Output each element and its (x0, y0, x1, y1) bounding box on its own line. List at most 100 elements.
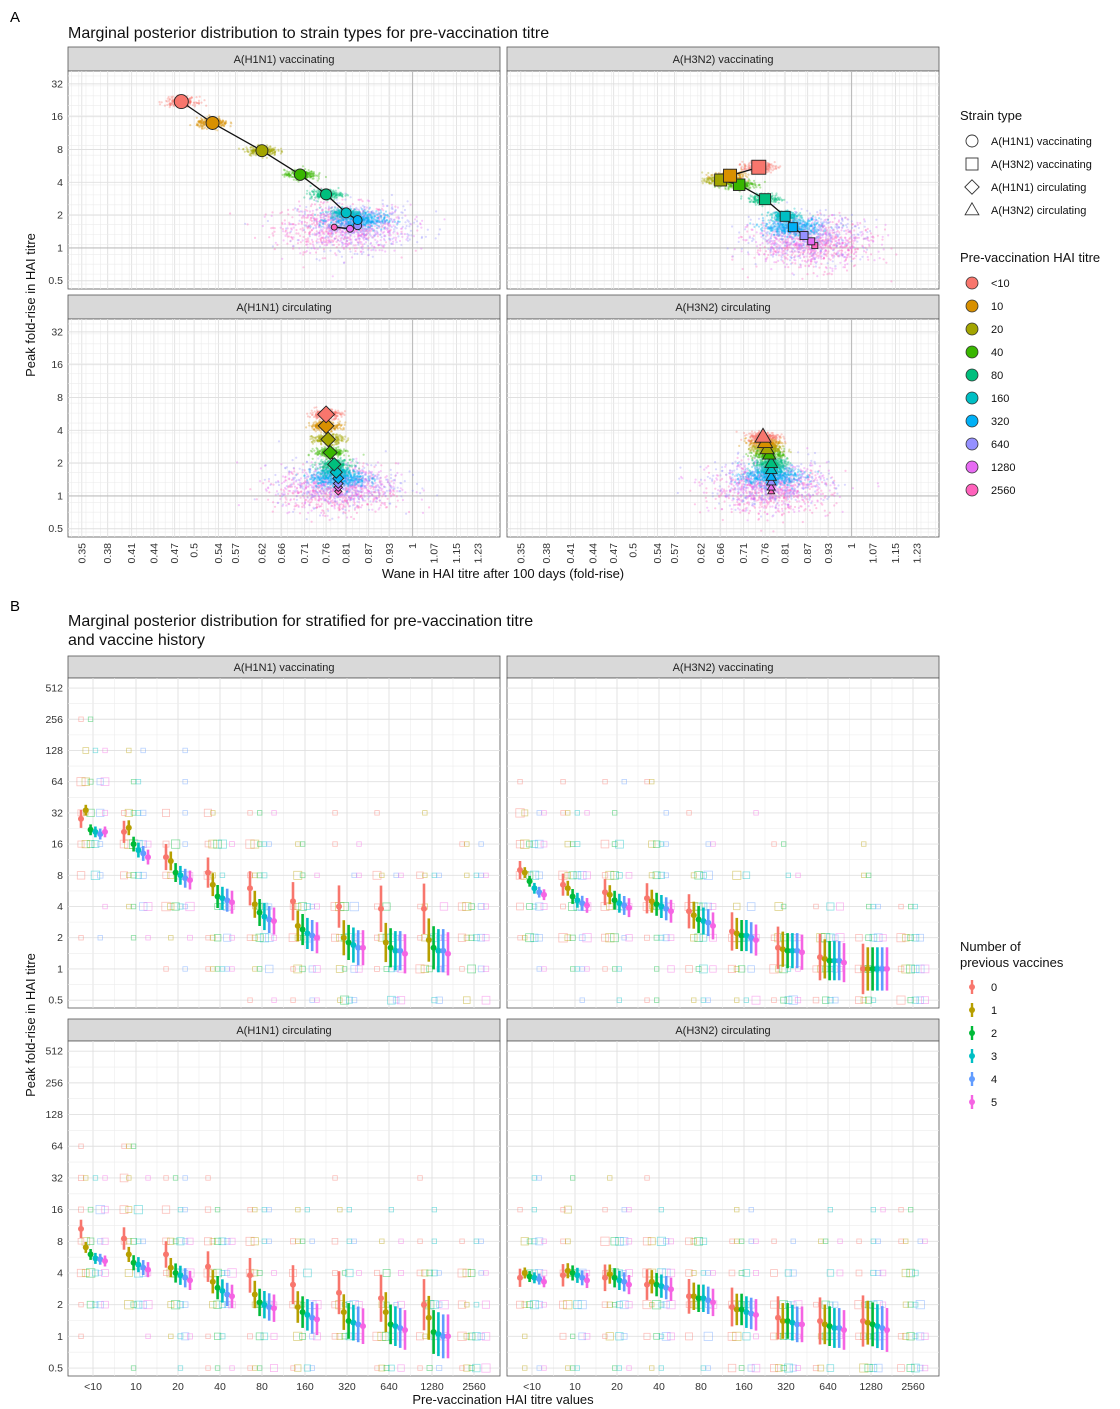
posterior-sample (388, 223, 391, 226)
mean-marker-8 (346, 224, 354, 233)
posterior-sample (790, 253, 794, 257)
posterior-sample (384, 235, 387, 238)
posterior-sample (377, 217, 380, 220)
posterior-sample (779, 240, 782, 244)
facet-a-1: A(H3N2) vaccinating (506, 46, 940, 290)
posterior-sample (388, 212, 392, 215)
posterior-sample (346, 239, 349, 242)
posterior-sample (352, 211, 355, 214)
posterior-sample (370, 235, 373, 238)
posterior-sample (327, 218, 330, 221)
posterior-sample (819, 245, 822, 249)
posterior-sample (337, 213, 340, 216)
posterior-sample (325, 240, 328, 243)
posterior-sample (409, 203, 412, 206)
posterior-sample (400, 243, 403, 247)
posterior-sample (219, 122, 222, 125)
posterior-sample (338, 215, 341, 218)
posterior-sample (365, 222, 368, 225)
posterior-sample (328, 226, 331, 229)
posterior-sample (336, 214, 339, 217)
posterior-sample (344, 192, 347, 195)
posterior-sample (415, 215, 418, 218)
posterior-sample (372, 211, 375, 214)
posterior-sample (335, 212, 338, 215)
posterior-sample (833, 231, 836, 234)
posterior-sample (849, 241, 852, 244)
posterior-sample (300, 216, 304, 219)
posterior-sample (881, 235, 884, 238)
posterior-sample (726, 247, 729, 250)
posterior-sample (310, 214, 313, 217)
posterior-sample (818, 217, 821, 220)
posterior-sample (799, 240, 802, 243)
posterior-sample (412, 235, 415, 238)
posterior-sample (274, 149, 277, 152)
posterior-sample (343, 237, 346, 240)
posterior-sample (349, 221, 352, 224)
posterior-sample (341, 219, 344, 222)
posterior-sample (370, 220, 373, 224)
posterior-sample (340, 241, 343, 244)
posterior-sample (327, 224, 331, 227)
posterior-sample (347, 222, 350, 225)
posterior-sample (245, 146, 248, 149)
posterior-sample (365, 230, 368, 233)
posterior-sample (285, 174, 288, 177)
posterior-sample (221, 120, 224, 123)
posterior-sample (350, 217, 353, 220)
posterior-sample (367, 254, 370, 257)
posterior-sample (189, 100, 192, 103)
posterior-sample (335, 218, 338, 221)
posterior-sample (252, 149, 255, 152)
posterior-sample (199, 121, 202, 124)
posterior-sample (360, 233, 363, 236)
posterior-sample (819, 209, 822, 212)
posterior-sample (306, 227, 309, 230)
posterior-sample (330, 230, 333, 233)
posterior-sample (869, 232, 873, 235)
posterior-sample (220, 121, 223, 124)
posterior-sample (349, 233, 352, 237)
posterior-sample (322, 221, 325, 224)
posterior-sample (329, 210, 333, 213)
posterior-sample (291, 245, 295, 248)
posterior-sample (357, 212, 360, 215)
posterior-sample (382, 246, 385, 249)
posterior-sample (195, 116, 198, 119)
posterior-sample (322, 220, 325, 223)
posterior-sample (331, 206, 334, 209)
posterior-sample (190, 96, 193, 99)
posterior-sample (351, 223, 354, 226)
posterior-sample (304, 251, 307, 254)
posterior-sample (298, 210, 301, 213)
posterior-sample (397, 216, 401, 219)
posterior-sample (846, 262, 849, 265)
posterior-sample (301, 210, 304, 213)
posterior-sample (322, 222, 325, 226)
posterior-sample (261, 224, 264, 228)
posterior-sample (388, 220, 391, 223)
posterior-sample (361, 232, 364, 235)
posterior-sample (338, 210, 341, 213)
posterior-sample (370, 227, 373, 230)
posterior-sample (311, 190, 314, 193)
posterior-sample (369, 230, 372, 233)
posterior-sample (352, 210, 355, 213)
posterior-sample (396, 206, 399, 209)
posterior-sample (302, 253, 305, 256)
posterior-sample (193, 105, 196, 108)
posterior-sample (401, 232, 404, 235)
posterior-sample (845, 232, 848, 235)
posterior-sample (287, 172, 290, 176)
posterior-sample (816, 211, 819, 214)
posterior-sample (810, 258, 813, 261)
posterior-sample (198, 121, 201, 124)
posterior-sample (364, 223, 367, 226)
posterior-sample (378, 217, 381, 220)
posterior-sample (271, 152, 274, 155)
posterior-sample (339, 220, 342, 223)
posterior-sample (218, 118, 221, 121)
posterior-sample (397, 215, 400, 218)
posterior-sample (345, 236, 349, 240)
